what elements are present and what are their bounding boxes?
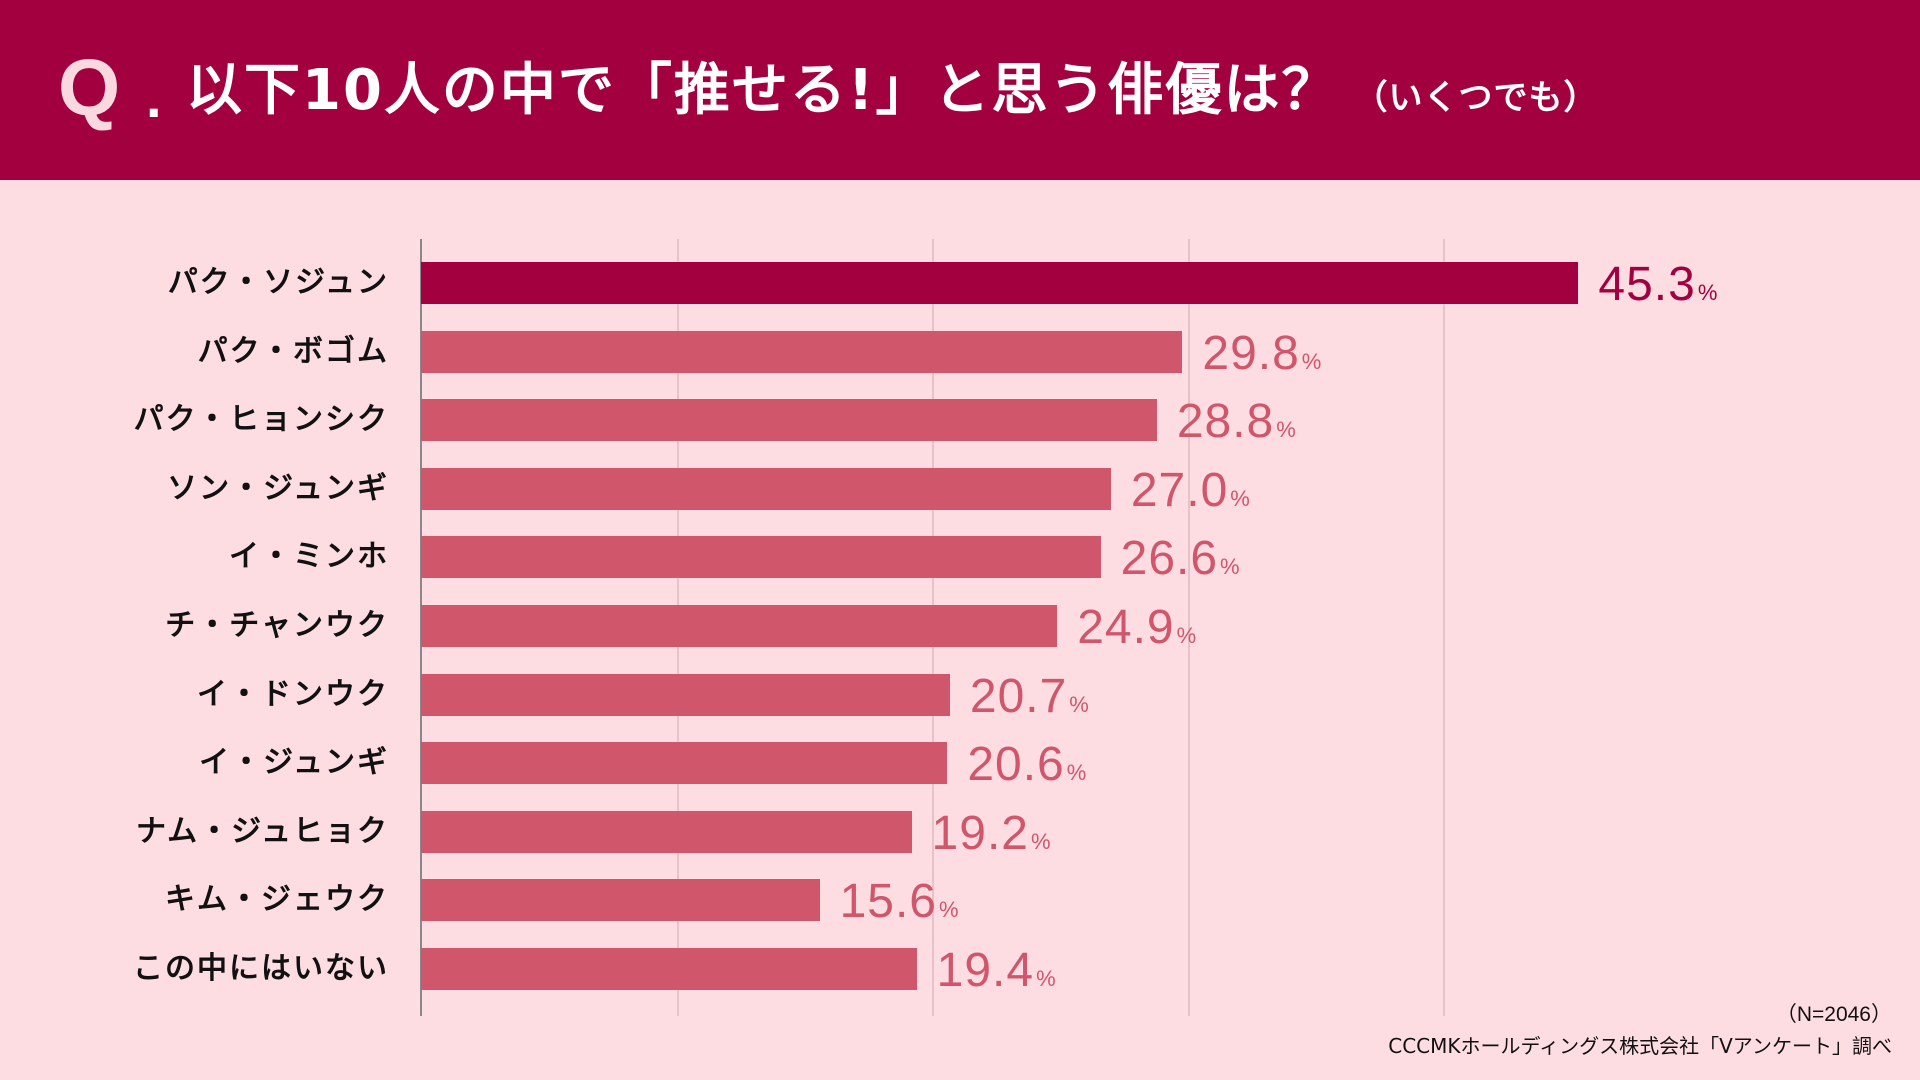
- bar: [421, 879, 820, 922]
- source-note: CCCMKホールディングス株式会社「Vアンケート」調べ: [1388, 1034, 1892, 1058]
- value-unit: %: [1176, 623, 1198, 648]
- q-dot: .: [146, 66, 162, 129]
- category-label: イ・ミンホ: [229, 539, 389, 575]
- category-label: ナム・ジュヒョク: [136, 813, 389, 849]
- bar: [421, 262, 1579, 304]
- value-unit: %: [1697, 280, 1719, 305]
- gridline: [1443, 239, 1445, 1016]
- gridline: [1187, 239, 1190, 1016]
- value-label: 19.2%: [931, 806, 1052, 860]
- value-number: 28.8: [1176, 395, 1275, 449]
- category-label: キム・ジェウク: [165, 882, 389, 918]
- value-unit: %: [1276, 417, 1297, 443]
- value-number: 20.6: [967, 738, 1065, 792]
- bar: [421, 673, 950, 716]
- value-number: 15.6: [839, 875, 937, 929]
- value-number: 19.4: [936, 944, 1035, 997]
- value-unit: %: [1066, 760, 1088, 786]
- sample-size-note: （N=2046）: [1775, 1003, 1892, 1026]
- category-label: パク・ソジュン: [167, 265, 389, 300]
- header-banner: Q . 以下10人の中で「推せる!」と思う俳優は？ （いくつでも）: [0, 0, 1920, 180]
- category-label: チ・チャンウク: [165, 608, 389, 643]
- value-unit: %: [1230, 485, 1251, 511]
- bar: [421, 742, 948, 785]
- value-unit: %: [1220, 554, 1241, 580]
- value-label: 24.9%: [1077, 604, 1197, 652]
- bar: [421, 399, 1157, 442]
- value-unit: %: [1036, 966, 1057, 991]
- value-number: 27.0: [1130, 463, 1229, 517]
- value-label: 28.8%: [1177, 398, 1297, 446]
- category-label: パク・ヒョンシク: [133, 402, 389, 438]
- bar: [421, 467, 1111, 510]
- value-number: 19.2: [931, 806, 1029, 860]
- bar: [421, 605, 1058, 647]
- value-number: 29.8: [1202, 326, 1300, 380]
- value-number: 24.9: [1077, 601, 1175, 654]
- bar: [421, 948, 917, 990]
- value-number: 45.3: [1598, 258, 1696, 311]
- value-number: 26.6: [1120, 532, 1219, 586]
- category-label: パク・ボゴム: [197, 333, 389, 369]
- value-label: 20.6%: [967, 741, 1087, 789]
- value-label: 27.0%: [1130, 463, 1251, 517]
- category-label: イ・ドンウク: [197, 676, 389, 712]
- value-number: 20.7: [969, 669, 1068, 723]
- bar: [421, 330, 1183, 373]
- bar: [421, 536, 1101, 579]
- title-text: 以下10人の中で「推せる!」と思う俳優は？: [186, 58, 1340, 123]
- value-label: 20.7%: [969, 669, 1090, 723]
- value-label: 26.6%: [1121, 535, 1241, 583]
- category-label: この中にはいない: [133, 951, 389, 986]
- chart-title: 以下10人の中で「推せる!」と思う俳優は？ （いくつでも）: [186, 58, 1598, 131]
- q-mark: Q: [58, 43, 121, 132]
- value-unit: %: [1030, 828, 1052, 854]
- value-label: 19.4%: [937, 947, 1057, 995]
- title-subtitle: （いくつでも）: [1353, 78, 1599, 118]
- value-unit: %: [939, 897, 960, 923]
- value-label: 15.6%: [840, 878, 960, 926]
- value-label: 29.8%: [1202, 326, 1323, 380]
- category-label: イ・ジュンギ: [199, 745, 389, 781]
- value-label: 45.3%: [1598, 261, 1718, 309]
- value-unit: %: [1301, 348, 1323, 374]
- value-unit: %: [1069, 691, 1090, 717]
- category-label: ソン・ジュンギ: [167, 470, 389, 506]
- bar: [421, 810, 912, 853]
